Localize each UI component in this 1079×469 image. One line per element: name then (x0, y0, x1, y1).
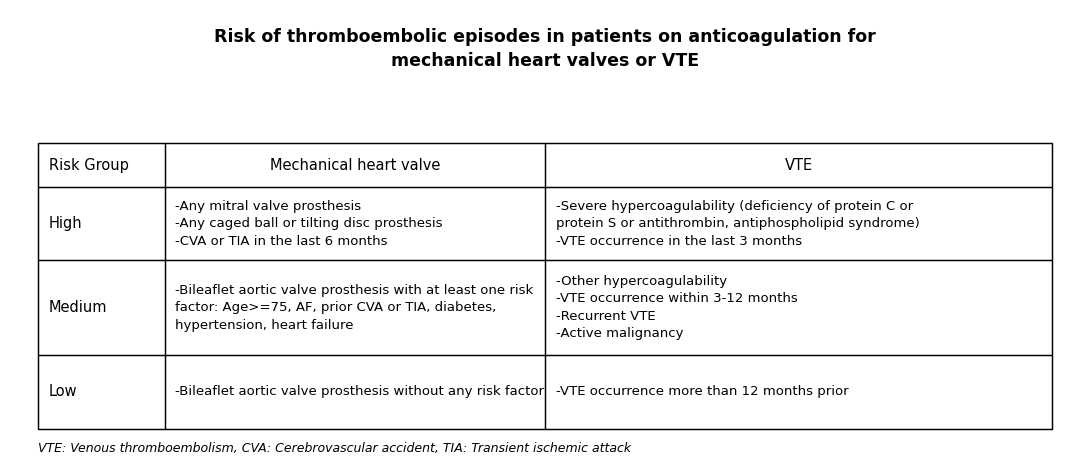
Text: -Any mitral valve prosthesis
-Any caged ball or tilting disc prosthesis
-CVA or : -Any mitral valve prosthesis -Any caged … (175, 200, 442, 248)
Text: Risk Group: Risk Group (49, 158, 128, 173)
Bar (545, 188, 1052, 260)
Text: Risk of thromboembolic episodes in patients on anticoagulation for
mechanical he: Risk of thromboembolic episodes in patie… (214, 29, 876, 70)
Bar (545, 355, 1052, 429)
Text: Low: Low (49, 385, 78, 400)
Text: VTE: Venous thromboembolism, CVA: Cerebrovascular accident, TIA: Transient ische: VTE: Venous thromboembolism, CVA: Cerebr… (38, 442, 631, 455)
Bar (164, 143, 545, 188)
Bar (38, 260, 165, 355)
Bar (164, 188, 545, 260)
Bar (545, 143, 1052, 188)
Bar (38, 355, 165, 429)
Text: -Bileaflet aortic valve prosthesis with at least one risk
factor: Age>=75, AF, p: -Bileaflet aortic valve prosthesis with … (175, 284, 534, 332)
Bar (164, 260, 545, 355)
Text: -Other hypercoagulability
-VTE occurrence within 3-12 months
-Recurrent VTE
-Act: -Other hypercoagulability -VTE occurrenc… (556, 275, 797, 340)
Text: -Bileaflet aortic valve prosthesis without any risk factor: -Bileaflet aortic valve prosthesis witho… (175, 386, 544, 399)
Text: -VTE occurrence more than 12 months prior: -VTE occurrence more than 12 months prio… (556, 386, 848, 399)
Bar (164, 355, 545, 429)
Bar (38, 143, 1052, 429)
Text: -Severe hypercoagulability (deficiency of protein C or
protein S or antithrombin: -Severe hypercoagulability (deficiency o… (556, 200, 919, 248)
Text: VTE: VTE (784, 158, 812, 173)
Bar (545, 260, 1052, 355)
Bar (38, 188, 165, 260)
Bar (38, 143, 165, 188)
Text: Mechanical heart valve: Mechanical heart valve (270, 158, 440, 173)
Text: High: High (49, 216, 82, 231)
Text: Medium: Medium (49, 300, 107, 315)
